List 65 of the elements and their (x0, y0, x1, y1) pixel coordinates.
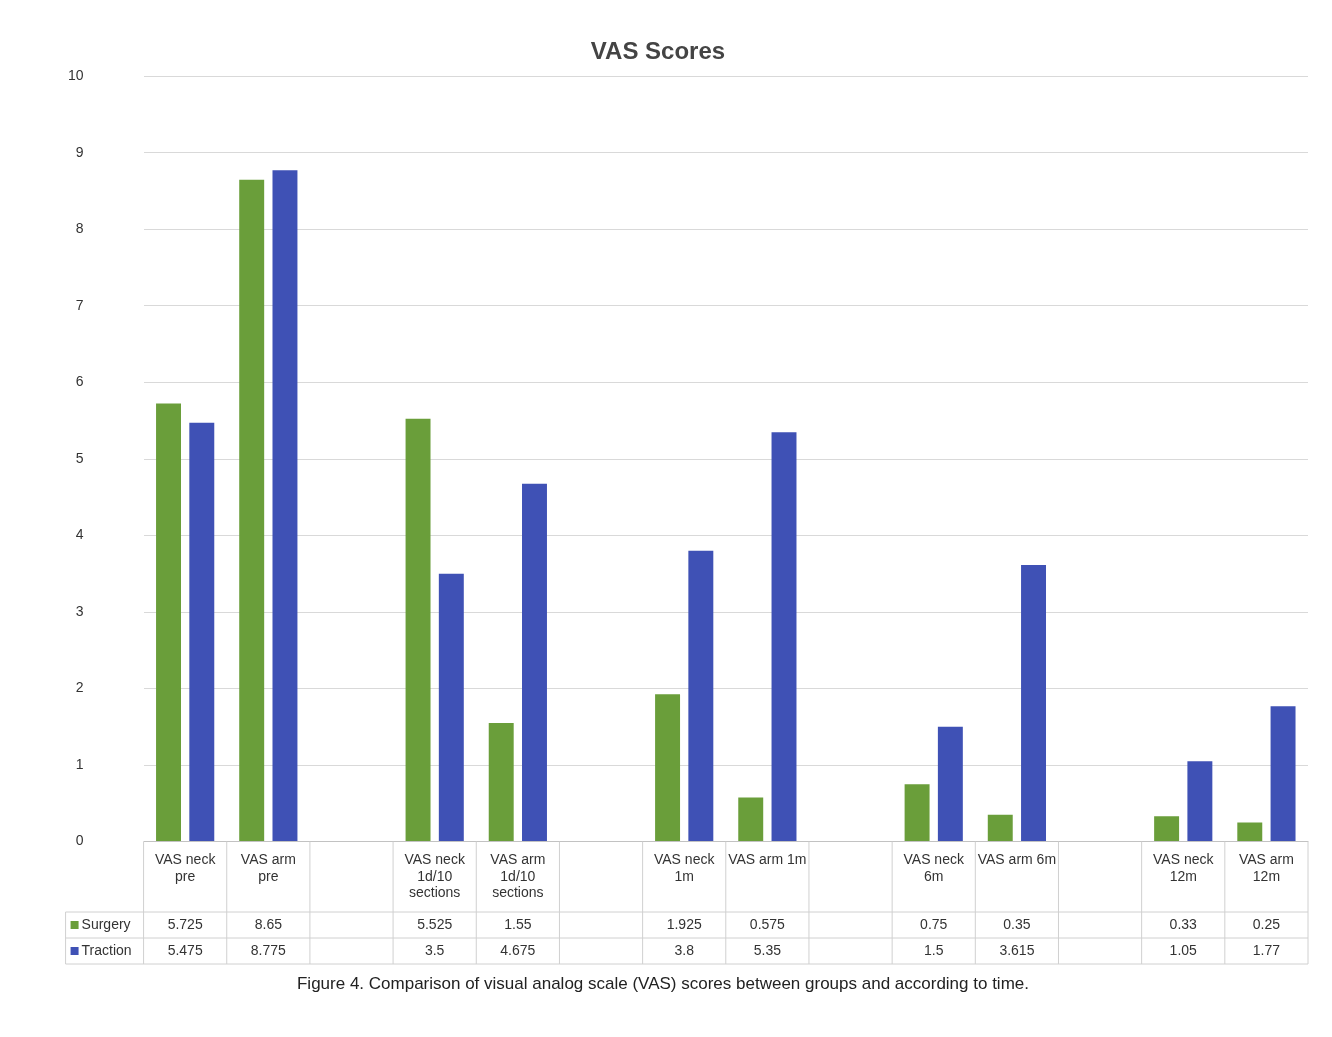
bar (438, 573, 464, 842)
caption: Figure 4. Comparison of visual analog scale (VAS) scores between groups and according to time. (296, 974, 1030, 994)
y-tick-label: 8 (75, 220, 84, 237)
data-label: 3.615 (999, 941, 1035, 958)
x-tick-label: VAS arm pre (240, 850, 296, 884)
bar (1237, 822, 1263, 842)
data-label: 1.5 (923, 941, 944, 958)
data-label: 1.05 (1169, 941, 1198, 958)
bar (1154, 816, 1180, 842)
y-tick-label: 6 (75, 373, 84, 390)
bar (488, 722, 514, 842)
data-label: 3.5 (424, 941, 445, 958)
data-label: 0.33 (1169, 915, 1198, 932)
x-tick-label: VAS arm 12m (1238, 850, 1294, 884)
bar (156, 403, 181, 842)
y-tick-label: 7 (75, 296, 84, 313)
y-tick-label: 9 (75, 143, 84, 160)
y-tick-label: 5 (75, 449, 84, 466)
data-label: 5.35 (753, 941, 782, 958)
data-label: 0.25 (1252, 915, 1281, 932)
bar (272, 170, 298, 842)
data-label: 0.575 (749, 915, 786, 932)
x-tick-label: VAS arm 1d/10 sections (490, 850, 546, 901)
y-tick-label: 1 (75, 755, 84, 772)
data-label: 5.475 (167, 941, 203, 958)
data-label: 1.55 (504, 915, 532, 932)
legend-label: Traction (81, 941, 132, 958)
y-tick-label: 0 (75, 832, 84, 849)
data-label: 5.525 (417, 915, 453, 932)
data-label: 3.8 (674, 941, 695, 958)
x-tick-label: VAS neck pre (154, 850, 217, 884)
bar (987, 814, 1013, 842)
bar (688, 550, 714, 842)
bar (738, 797, 764, 842)
x-tick-label: VAS neck 1m (653, 850, 716, 884)
data-label: 1.925 (666, 915, 702, 932)
x-tick-label: VAS neck 1d/10 sections (404, 850, 466, 901)
bar (1270, 706, 1296, 842)
y-tick-label: 3 (75, 602, 84, 619)
bar (189, 422, 215, 842)
bar (405, 418, 431, 842)
bar (937, 726, 963, 842)
x-tick-label: VAS neck 12m (1153, 850, 1215, 884)
y-tick-label: 4 (75, 526, 84, 543)
x-tick-label: VAS neck 6m (903, 850, 965, 884)
data-label: 0.75 (920, 915, 948, 932)
data-label: 8.775 (250, 941, 287, 958)
data-label: 8.65 (254, 915, 283, 932)
x-tick-label: VAS arm 6m (977, 850, 1057, 867)
bar (522, 483, 547, 842)
bar (655, 694, 681, 842)
y-tick-label: 10 (67, 67, 84, 84)
x-tick-label: VAS arm 1m (728, 850, 807, 867)
data-label: 5.725 (167, 915, 203, 932)
bar (1187, 761, 1213, 842)
legend-label: Surgery (81, 915, 131, 932)
data-label: 0.35 (1003, 915, 1031, 932)
data-label: 1.77 (1252, 941, 1281, 958)
bar (239, 179, 265, 842)
data-label: 4.675 (500, 941, 536, 958)
bar (904, 784, 930, 842)
bar (771, 432, 797, 842)
y-tick-label: 2 (75, 679, 84, 696)
chart-title: VAS Scores (590, 36, 726, 64)
bar (1021, 564, 1046, 842)
